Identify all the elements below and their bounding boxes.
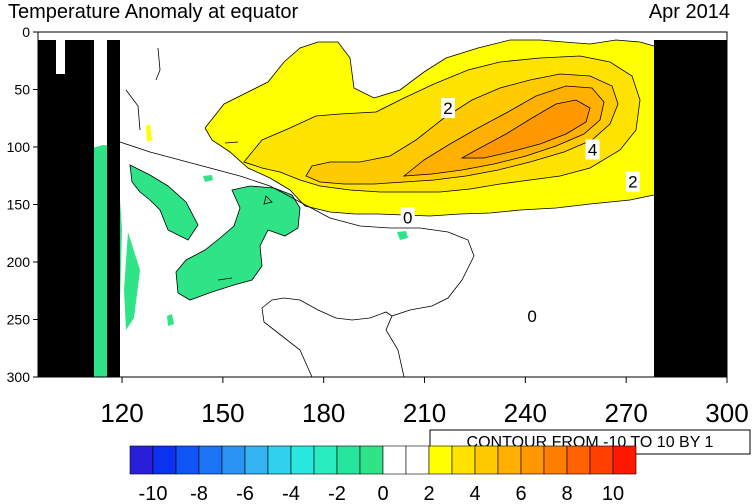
y-tick-label-1: 50 xyxy=(14,82,30,98)
contour-neg-west xyxy=(129,164,199,241)
y-tick-label-2: 100 xyxy=(7,139,31,155)
colorbar-tick-label-8: 6 xyxy=(515,483,526,504)
chart-title: Temperature Anomaly at equator xyxy=(8,1,299,23)
contour-lines xyxy=(119,39,655,378)
colorbar-cell-19 xyxy=(566,445,591,475)
contour-label-1: 2 xyxy=(628,173,637,192)
contour-small-4 xyxy=(263,195,273,205)
contour-label-bg-3 xyxy=(400,207,415,228)
contour-small-1 xyxy=(155,47,161,81)
land-east xyxy=(654,40,727,377)
contour-zero-upper xyxy=(119,141,475,378)
colorbar-cell-0 xyxy=(129,445,154,475)
colorbar-tick-label-1: -8 xyxy=(190,483,208,504)
colorbar-cell-8 xyxy=(313,445,338,475)
colorbar-tick-label-9: 8 xyxy=(561,483,572,504)
colorbar-cell-13 xyxy=(428,445,453,475)
colorbar xyxy=(129,445,637,475)
x-tick-label-0: 120 xyxy=(100,398,143,428)
colorbar-cell-20 xyxy=(589,445,614,475)
colorbar-cell-2 xyxy=(175,445,200,475)
x-tick-label-2: 180 xyxy=(302,398,345,428)
contour-zero-lower xyxy=(261,297,393,378)
y-tick-label-6: 300 xyxy=(7,369,31,385)
x-tick-label-5: 270 xyxy=(604,398,647,428)
contour-label-bg-2 xyxy=(585,139,600,160)
pos-patch-small xyxy=(146,124,152,142)
colorbar-cell-6 xyxy=(267,445,292,475)
land-west xyxy=(38,40,92,377)
colorbar-tick-label-0: -10 xyxy=(139,483,168,504)
colorbar-cell-10 xyxy=(359,445,384,475)
colorbar-cell-14 xyxy=(451,445,476,475)
contour-label-0: 2 xyxy=(443,99,452,118)
land-edge xyxy=(92,40,94,377)
neg-region-patch-5 xyxy=(167,314,174,326)
contour-label-2: 4 xyxy=(588,140,597,159)
y-axis: 0 50 100 150 200 250 300 xyxy=(7,24,38,385)
x-tick-label-6: 300 xyxy=(705,398,748,428)
y-tick-label-3: 150 xyxy=(7,197,31,213)
colorbar-cell-21 xyxy=(612,445,637,475)
contour-small-3 xyxy=(217,277,233,281)
colorbar-cell-1 xyxy=(152,445,177,475)
neg-region-patch-4 xyxy=(397,231,408,240)
contour-label-bg-1 xyxy=(625,171,640,192)
colorbar-cell-17 xyxy=(520,445,545,475)
colorbar-cell-9 xyxy=(336,445,361,475)
colorbar-cell-16 xyxy=(497,445,522,475)
x-tick-label-4: 240 xyxy=(504,398,547,428)
colorbar-cell-15 xyxy=(474,445,499,475)
colorbar-tick-label-6: 2 xyxy=(423,483,434,504)
x-tick-label-1: 150 xyxy=(201,398,244,428)
neg-region-patch-2 xyxy=(124,232,140,330)
colorbar-cell-4 xyxy=(221,445,246,475)
land-strip xyxy=(107,40,120,377)
contour-5 xyxy=(460,99,591,159)
colorbar-tick-label-7: 4 xyxy=(469,483,480,504)
y-tick-label-0: 0 xyxy=(22,24,30,40)
colorbar-tick-label-10: 10 xyxy=(602,483,624,504)
contour-neg-outline xyxy=(175,185,301,301)
pos-region-5 xyxy=(462,100,590,158)
colorbar-tick-label-5: 0 xyxy=(377,483,388,504)
colorbar-cell-11 xyxy=(382,445,407,475)
contour-small-5 xyxy=(125,89,141,131)
y-tick-label-5: 250 xyxy=(7,312,31,328)
contour-2 xyxy=(243,55,641,193)
contour-4 xyxy=(402,85,605,177)
contour-label-bg-4 xyxy=(525,306,540,327)
chart-date: Apr 2014 xyxy=(649,1,730,23)
y-tick-label-4: 200 xyxy=(7,254,31,270)
colorbar-tick-label-4: -2 xyxy=(328,483,346,504)
contour-small-2 xyxy=(224,141,239,144)
colorbar-ticks: -10 -8 -6 -4 -2 0 2 4 6 8 10 xyxy=(139,483,625,504)
colorbar-cell-3 xyxy=(198,445,223,475)
plot-area xyxy=(37,31,728,378)
colorbar-tick-label-2: -6 xyxy=(236,483,254,504)
neg-region-patch-3 xyxy=(203,175,213,182)
land-gap-1 xyxy=(56,40,65,74)
neg-region-patch-1 xyxy=(130,165,198,240)
colorbar-cell-18 xyxy=(543,445,568,475)
colorbar-cell-12 xyxy=(405,445,430,475)
contour-1 xyxy=(204,39,655,217)
colorbar-cell-5 xyxy=(244,445,269,475)
contour-label-3: 0 xyxy=(403,208,412,227)
x-tick-label-3: 210 xyxy=(403,398,446,428)
x-axis: 120 150 180 210 240 270 300 xyxy=(100,377,749,428)
contour-labels: 2 2 4 0 0 xyxy=(400,98,640,327)
colorbar-tick-label-3: -4 xyxy=(282,483,300,504)
contour-label-bg-0 xyxy=(441,98,456,119)
contour-label-4: 0 xyxy=(527,307,536,326)
neg-region-central xyxy=(176,186,300,300)
colorbar-cell-7 xyxy=(290,445,315,475)
contour-3 xyxy=(305,73,619,185)
